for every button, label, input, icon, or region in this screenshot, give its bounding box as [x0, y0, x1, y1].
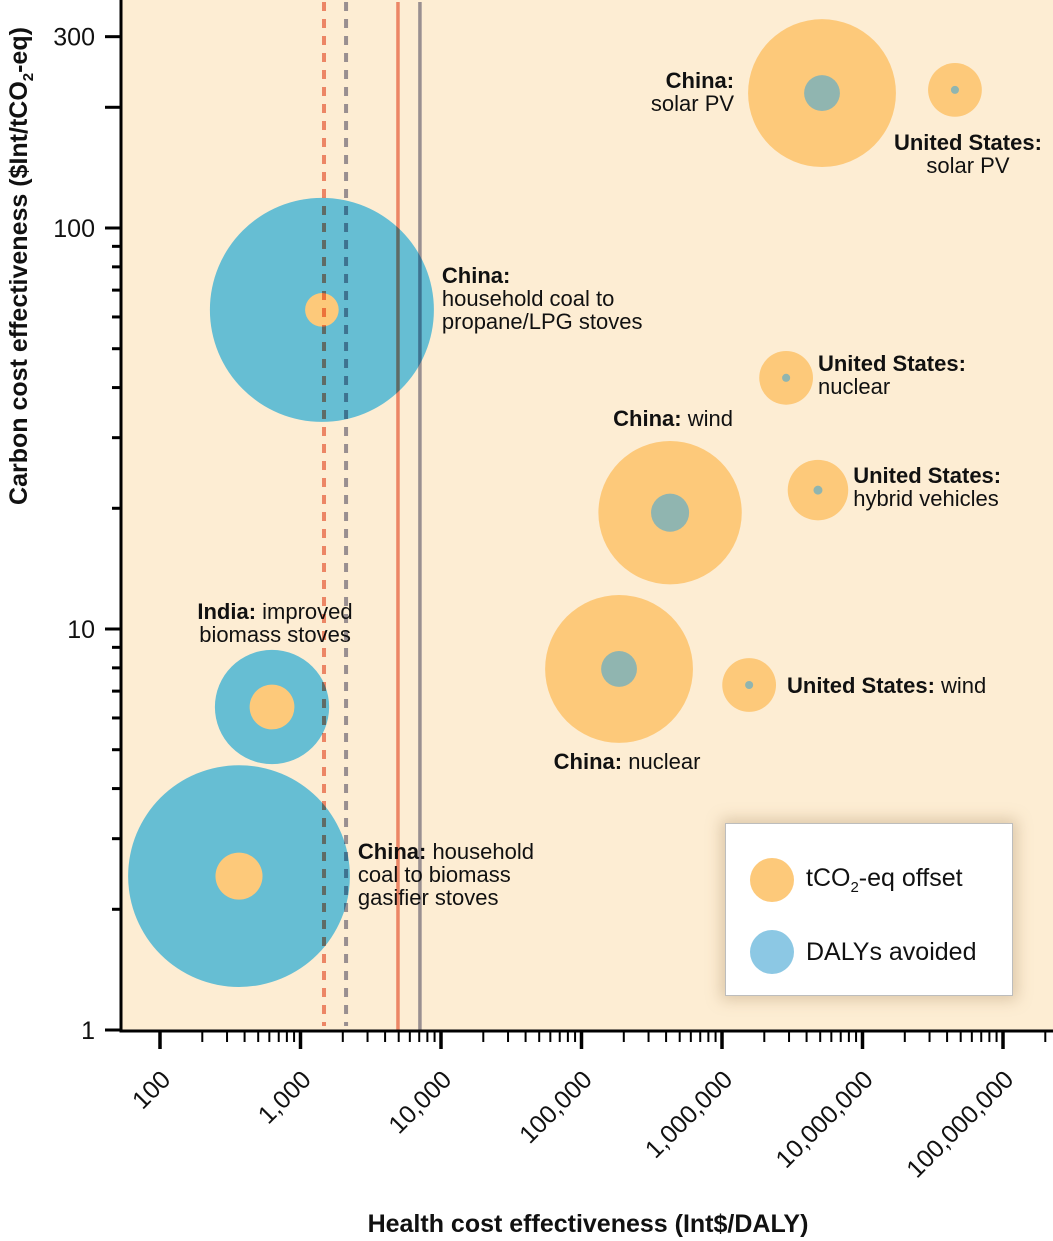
annotation-india-biomass-stoves-line2: biomass stoves [199, 622, 351, 647]
annotation-us-nuclear: United States: [818, 351, 966, 376]
x-tick-label: 1,000 [253, 1065, 317, 1129]
annotation-china-lpg-stoves: China: [442, 263, 510, 288]
legend-swatch-daly [750, 930, 794, 974]
annotation-us-solar-pv-line2: solar PV [926, 153, 1009, 178]
x-tick-label: 10,000,000 [770, 1065, 878, 1173]
bubble-daly-china-wind [651, 493, 690, 532]
annotation-country: China: [613, 406, 688, 431]
annotation-country: United States: [818, 351, 966, 376]
annotation-india-biomass-stoves: India: improved [197, 599, 352, 624]
legend-swatch-tco2 [750, 858, 794, 902]
annotation-country: China: [554, 749, 629, 774]
bubble-us-wind [722, 658, 777, 712]
annotation-country: United States: [894, 130, 1042, 155]
annotation-label: gasifier stoves [358, 885, 499, 910]
y-axis-title-sub: 2 [20, 73, 37, 81]
bubble-us-nuclear [759, 350, 813, 405]
bubble-daly-china-nuclear [601, 651, 637, 687]
annotation-us-hybrid-vehicles-line2: hybrid vehicles [853, 486, 999, 511]
bubble-tco2-india-biomass-stoves [249, 684, 295, 730]
annotation-label: nuclear [628, 749, 700, 774]
annotation-label: biomass stoves [199, 622, 351, 647]
annotation-label: hybrid vehicles [853, 486, 999, 511]
annotation-label: wind [687, 406, 733, 431]
annotation-china-gasifier-stoves-line2: coal to biomass [358, 862, 511, 887]
bubble-daly-us-solar-pv [950, 85, 959, 94]
bubble-daly-us-nuclear [782, 373, 791, 382]
bubble-daly-us-wind [745, 680, 754, 690]
annotation-label: coal to biomass [358, 862, 511, 887]
annotation-china-lpg-stoves-line2: household coal to [442, 286, 614, 311]
reference-lines-layer [322, 2, 422, 1030]
annotation-us-solar-pv: United States: [894, 130, 1042, 155]
bubble-tco2-china-lpg-stoves [305, 293, 339, 327]
bubble-china-wind [598, 441, 742, 585]
annotation-china-nuclear: China: nuclear [554, 749, 701, 774]
y-tick-label: 300 [53, 24, 95, 52]
bubble-india-biomass-stoves [214, 649, 330, 765]
annotation-china-gasifier-stoves-line3: gasifier stoves [358, 885, 499, 910]
annotation-country: China: [442, 263, 510, 288]
annotation-label: nuclear [818, 374, 890, 399]
legend: tCO2-eq offset DALYs avoided [725, 823, 1013, 996]
annotation-china-gasifier-stoves: China: household [358, 839, 534, 864]
x-tick-label: 1,000,000 [640, 1065, 738, 1163]
annotation-country: India: [197, 599, 262, 624]
bubble-us-hybrid-vehicles [787, 459, 849, 521]
annotation-country: China: [666, 68, 734, 93]
annotation-country: United States: [787, 673, 941, 698]
legend-item-daly: DALYs avoided [750, 930, 976, 974]
legend-label-tco2-sub: 2 [850, 879, 859, 896]
y-tick-label: 100 [53, 215, 95, 243]
annotation-us-nuclear-line2: nuclear [818, 374, 890, 399]
annotation-china-solar-pv: China: [666, 68, 734, 93]
y-axis-title: Carbon cost effectiveness ($Int/tCO2-eq) [5, 27, 37, 505]
bubbles-layer [128, 19, 982, 987]
x-tick-label: 100,000 [514, 1065, 598, 1149]
x-tick-label: 10,000 [383, 1065, 457, 1139]
y-axis-title-post: -eq) [5, 27, 33, 73]
x-tick-label: 100 [127, 1065, 176, 1114]
y-axis-title-pre: Carbon cost effectiveness ($Int/tCO [5, 81, 33, 505]
x-axis-title: Health cost effectiveness (Int$/DALY) [368, 1210, 809, 1238]
x-tick-label: 100,000,000 [901, 1065, 1019, 1183]
bubble-daly-us-hybrid-vehicles [813, 485, 823, 495]
annotation-us-wind: United States: wind [787, 673, 986, 698]
annotation-label: propane/LPG stoves [442, 309, 643, 334]
annotation-label: solar PV [926, 153, 1009, 178]
bubble-us-solar-pv [928, 63, 982, 117]
annotation-label: household coal to [442, 286, 614, 311]
legend-item-tco2: tCO2-eq offset [750, 858, 963, 902]
annotation-label: wind [940, 673, 986, 698]
annotation-country: United States: [853, 463, 1001, 488]
bubble-china-gasifier-stoves [128, 765, 350, 987]
annotation-label: household [432, 839, 534, 864]
legend-label-daly: DALYs avoided [806, 937, 977, 966]
bubble-china-solar-pv [748, 19, 896, 167]
legend-label-tco2-pre: tCO [806, 864, 851, 892]
annotation-us-hybrid-vehicles: United States: [853, 463, 1001, 488]
annotation-label: improved [262, 599, 352, 624]
bubble-china-lpg-stoves [209, 197, 434, 422]
y-tick-label: 1 [81, 1017, 95, 1045]
annotation-label: solar PV [651, 91, 734, 116]
legend-label-tco2-post: -eq offset [858, 864, 963, 892]
annotation-china-solar-pv-line2: solar PV [651, 91, 734, 116]
bubble-china-nuclear [545, 595, 693, 743]
y-tick-label: 10 [67, 616, 95, 644]
legend-label-tco2: tCO2-eq offset [806, 864, 963, 896]
bubble-tco2-china-gasifier-stoves [215, 852, 263, 900]
annotation-china-lpg-stoves-line3: propane/LPG stoves [442, 309, 643, 334]
bubble-daly-china-solar-pv [804, 75, 840, 111]
annotation-china-wind: China: wind [613, 406, 733, 431]
